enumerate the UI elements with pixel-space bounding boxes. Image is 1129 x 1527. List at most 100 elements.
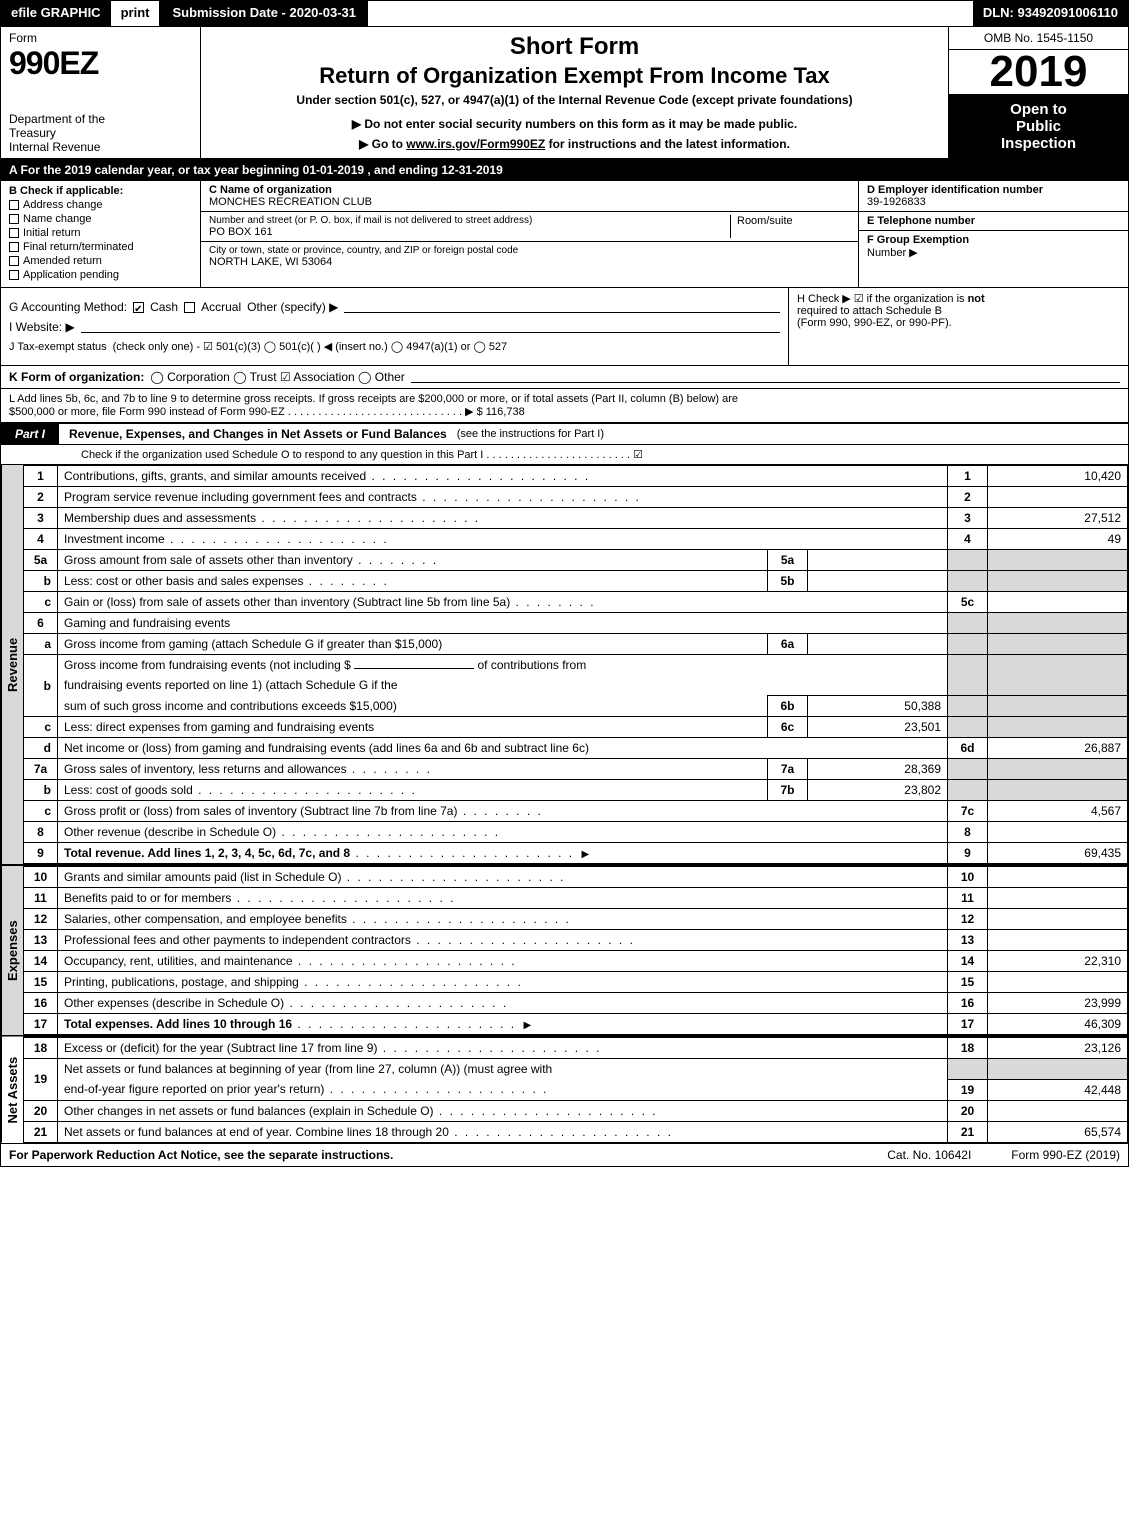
topbar: efile GRAPHIC print Submission Date - 20…	[1, 1, 1128, 27]
num-18: 18	[24, 1038, 58, 1059]
gh-block: G Accounting Method: Cash Accrual Other …	[1, 288, 1128, 366]
chk-cash[interactable]	[133, 302, 144, 313]
open-line-2: Public	[953, 118, 1124, 135]
row-7b: b Less: cost of goods sold 7b 23,802	[24, 780, 1128, 801]
row-city: City or town, state or province, country…	[201, 242, 858, 271]
desc-7c: Gross profit or (loss) from sales of inv…	[58, 801, 948, 822]
row-15: 15 Printing, publications, postage, and …	[24, 972, 1128, 993]
val-21: 65,574	[988, 1121, 1128, 1142]
col-c-org-info: C Name of organization MONCHES RECREATIO…	[201, 181, 858, 287]
chk-amended-return[interactable]: Amended return	[9, 255, 192, 267]
num-1: 1	[24, 466, 58, 487]
row-5b: b Less: cost or other basis and sales ex…	[24, 571, 1128, 592]
desc-10: Grants and similar amounts paid (list in…	[58, 867, 948, 888]
line-i: I Website: ▶	[9, 320, 780, 334]
expenses-vlabel: Expenses	[1, 866, 23, 1035]
desc-9: Total revenue. Add lines 1, 2, 3, 4, 5c,…	[58, 843, 948, 864]
k-label: K Form of organization:	[9, 370, 144, 384]
chk-initial-return[interactable]: Initial return	[9, 227, 192, 239]
rlbl-11: 11	[948, 888, 988, 909]
rlbl-6b-s	[948, 655, 988, 696]
chk-accrual[interactable]	[184, 302, 195, 313]
val-7c: 4,567	[988, 801, 1128, 822]
irs-link[interactable]: www.irs.gov/Form990EZ	[406, 137, 545, 151]
rlbl-12: 12	[948, 909, 988, 930]
desc-5a: Gross amount from sale of assets other t…	[58, 550, 768, 571]
row-8: 8 Other revenue (describe in Schedule O)…	[24, 822, 1128, 843]
chk-final-return[interactable]: Final return/terminated	[9, 241, 192, 253]
row-19b: end-of-year figure reported on prior yea…	[24, 1079, 1128, 1100]
mval-6c: 23,501	[808, 717, 948, 738]
rlbl-6d: 6d	[948, 738, 988, 759]
city-label: City or town, state or province, country…	[209, 245, 518, 256]
print-button[interactable]: print	[111, 1, 161, 26]
open-line-1: Open to	[953, 101, 1124, 118]
desc-5b: Less: cost or other basis and sales expe…	[58, 571, 768, 592]
desc-7b: Less: cost of goods sold	[58, 780, 768, 801]
6b-pre: Gross income from fundraising events (no…	[64, 658, 351, 672]
row-5c: c Gain or (loss) from sale of assets oth…	[24, 592, 1128, 613]
chk-application-pending[interactable]: Application pending	[9, 269, 192, 281]
mval-6b: 50,388	[808, 696, 948, 717]
chk-name-change[interactable]: Name change	[9, 213, 192, 225]
part-1-header: Part I Revenue, Expenses, and Changes in…	[1, 424, 1128, 445]
rlbl-4: 4	[948, 529, 988, 550]
row-16: 16 Other expenses (describe in Schedule …	[24, 993, 1128, 1014]
desc-16: Other expenses (describe in Schedule O)	[58, 993, 948, 1014]
col-d-ein: D Employer identification number 39-1926…	[858, 181, 1128, 287]
num-8: 8	[24, 822, 58, 843]
desc-18: Excess or (deficit) for the year (Subtra…	[58, 1038, 948, 1059]
rlbl-19: 19	[948, 1079, 988, 1100]
rval-6	[988, 613, 1128, 634]
submission-date: Submission Date - 2020-03-31	[160, 1, 368, 26]
rval-6c	[988, 717, 1128, 738]
h-text1: Check ▶ ☑ if the organization is	[808, 293, 968, 305]
footer-left: For Paperwork Reduction Act Notice, see …	[9, 1148, 393, 1162]
num-7c: c	[24, 801, 58, 822]
num-19: 19	[24, 1059, 58, 1101]
desc-14: Occupancy, rent, utilities, and maintena…	[58, 951, 948, 972]
footer-right: Form 990-EZ (2019)	[1011, 1148, 1120, 1162]
goto-pre: ▶ Go to	[359, 137, 406, 151]
city-value: NORTH LAKE, WI 53064	[209, 256, 518, 268]
val-15	[988, 972, 1128, 993]
h-label: H	[797, 293, 805, 305]
rval-19s	[988, 1059, 1128, 1080]
row-9: 9 Total revenue. Add lines 1, 2, 3, 4, 5…	[24, 843, 1128, 864]
chk-address-change[interactable]: Address change	[9, 199, 192, 211]
under-section-text: Under section 501(c), 527, or 4947(a)(1)…	[211, 93, 938, 107]
num-7b: b	[24, 780, 58, 801]
open-line-3: Inspection	[953, 135, 1124, 152]
mval-6a	[808, 634, 948, 655]
l-text1: L Add lines 5b, 6c, and 7b to line 9 to …	[9, 393, 1120, 405]
k-items: ◯ Corporation ◯ Trust ☑ Association ◯ Ot…	[150, 370, 404, 384]
val-2	[988, 487, 1128, 508]
row-5a: 5a Gross amount from sale of assets othe…	[24, 550, 1128, 571]
chk-name-change-label: Name change	[23, 213, 92, 225]
6b-mid: of contributions from	[478, 658, 587, 672]
num-5b: b	[24, 571, 58, 592]
rval-7a	[988, 759, 1128, 780]
mval-5a	[808, 550, 948, 571]
mlbl-6a: 6a	[768, 634, 808, 655]
num-16: 16	[24, 993, 58, 1014]
mval-7b: 23,802	[808, 780, 948, 801]
val-20	[988, 1100, 1128, 1121]
h-not: not	[968, 293, 985, 305]
val-14: 22,310	[988, 951, 1128, 972]
form-header: Form 990EZ Department of the Treasury In…	[1, 27, 1128, 160]
e-label: E Telephone number	[867, 215, 1120, 227]
row-14: 14 Occupancy, rent, utilities, and maint…	[24, 951, 1128, 972]
row-6a: a Gross income from gaming (attach Sched…	[24, 634, 1128, 655]
desc-3: Membership dues and assessments	[58, 508, 948, 529]
line-g: G Accounting Method: Cash Accrual Other …	[9, 300, 780, 314]
num-20: 20	[24, 1100, 58, 1121]
num-6d: d	[24, 738, 58, 759]
mlbl-5a: 5a	[768, 550, 808, 571]
desc-12: Salaries, other compensation, and employ…	[58, 909, 948, 930]
h-box: H Check ▶ ☑ if the organization is not r…	[788, 288, 1128, 365]
header-mid: Short Form Return of Organization Exempt…	[201, 27, 948, 158]
rlbl-3: 3	[948, 508, 988, 529]
rval-6a	[988, 634, 1128, 655]
mlbl-7b: 7b	[768, 780, 808, 801]
